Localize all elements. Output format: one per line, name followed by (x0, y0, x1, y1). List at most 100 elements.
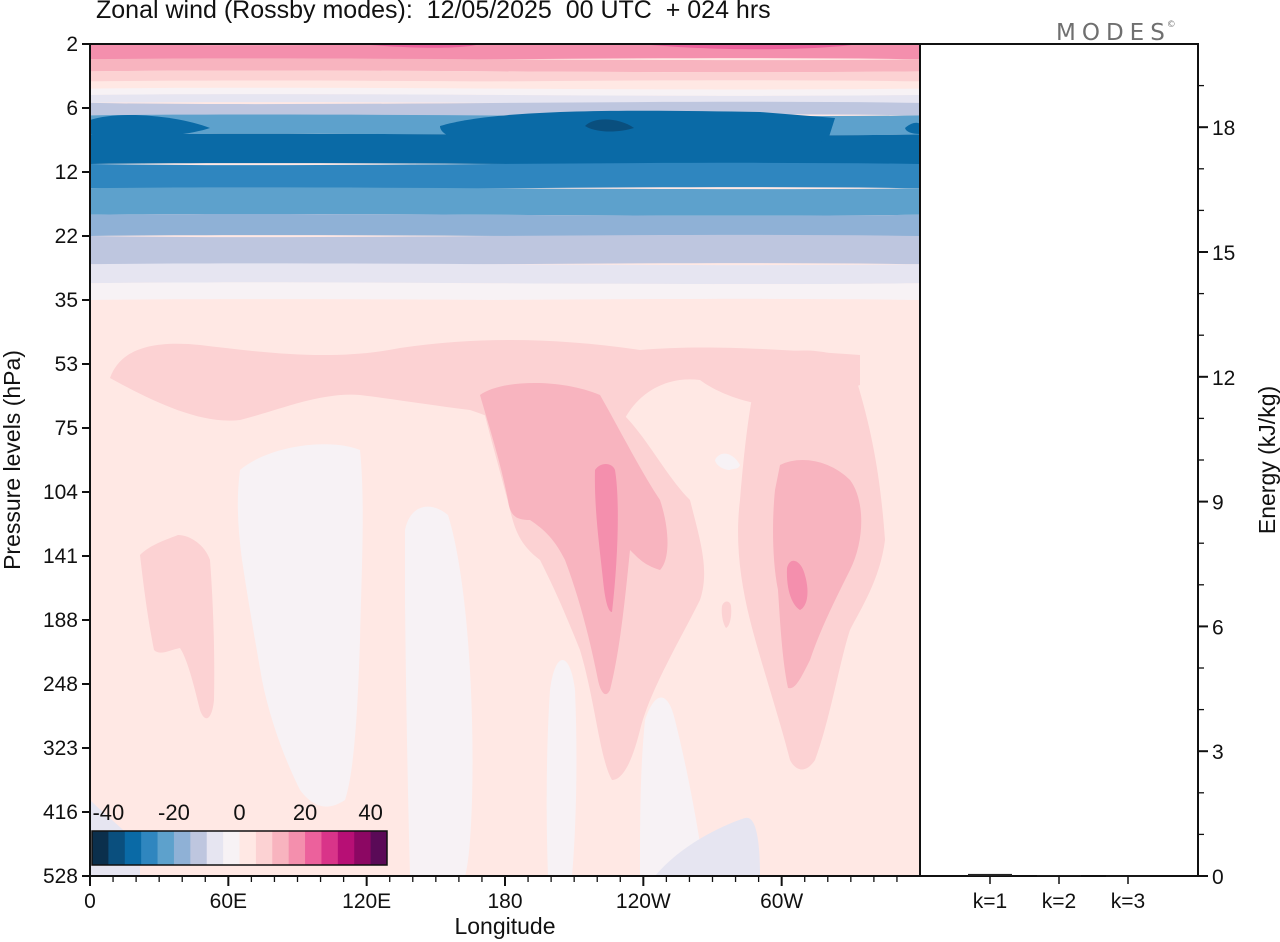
x-tick-label: 120W (616, 890, 671, 913)
y-tick-label: 2 (66, 33, 78, 56)
energy-bar-label: k=3 (1111, 890, 1145, 913)
contour-band (90, 213, 920, 237)
jet-105w-mid (480, 382, 668, 695)
colorbar-swatch (255, 831, 273, 865)
energy-tick-label: 0 (1212, 866, 1224, 889)
contour-band (90, 70, 920, 83)
easterly-core-mid (440, 110, 835, 156)
energy-panel-frame (919, 43, 1199, 877)
contour-band (90, 58, 920, 73)
logo-mark: © (1166, 20, 1176, 30)
colorbar-swatch (141, 831, 159, 865)
colorbar-tick-label: 40 (358, 800, 382, 825)
energy-bars: k=1 k=2 k=3 (968, 873, 1150, 913)
colorbar-swatch (354, 831, 372, 865)
colorbar-swatch (173, 831, 191, 865)
energy-bar (968, 873, 1012, 876)
y-tick-label: 416 (43, 801, 78, 824)
near-zero-patch-95e (237, 444, 363, 807)
colorbar-swatch (272, 831, 290, 865)
near-zero-patch-160w (546, 660, 577, 876)
energy-bar-label: k=2 (1042, 890, 1076, 913)
y-axis-title: Pressure levels (hPa) (0, 350, 25, 570)
colorbar: -40 -20 0 20 40 (91, 800, 388, 866)
y-tick-label: 35 (55, 289, 78, 312)
jet-65w-core (786, 560, 808, 610)
chart-title: Zonal wind (Rossby modes): 12/05/2025 00… (96, 0, 771, 24)
colorbar-swatch (239, 831, 257, 865)
colorbar-swatch (108, 831, 126, 865)
x-axis-title: Longitude (454, 913, 555, 939)
easterly-core-inner (585, 119, 634, 132)
y-tick-label: 141 (43, 545, 78, 568)
pressure-axis: 2 6 12 22 35 53 75 104 141 188 248 323 416 528 (43, 33, 90, 888)
easterly-core-right (905, 122, 920, 134)
energy-bar-label: k=1 (973, 890, 1007, 913)
energy-tick-label: 3 (1212, 741, 1224, 764)
contour-band (90, 234, 920, 266)
colorbar-swatch (223, 831, 240, 865)
x-tick-label: 0 (84, 890, 96, 913)
logo-text: MODES (1056, 20, 1171, 46)
x-tick-label: 60W (760, 890, 803, 913)
colorbar-swatch (337, 831, 355, 865)
x-tick-label: 60E (210, 890, 247, 913)
strat-westerly-max (640, 44, 860, 50)
jet-65w-mid (773, 460, 862, 689)
colorbar-swatch (157, 831, 175, 865)
westerly-left-patch (140, 535, 215, 719)
colorbar-swatch (370, 831, 388, 865)
x-tick-label: 120E (342, 890, 391, 913)
energy-bar (1037, 875, 1081, 877)
y-tick-label: 22 (55, 225, 78, 248)
contour-band (90, 298, 920, 322)
y-tick-label: 104 (43, 481, 78, 504)
colorbar-swatch (190, 831, 208, 865)
colorbar-swatch (206, 831, 224, 865)
y-tick-label: 323 (43, 737, 78, 760)
y-tick-label: 528 (43, 865, 78, 888)
y-tick-label: 248 (43, 673, 78, 696)
colorbar-swatch (305, 831, 322, 865)
contour-band (90, 94, 920, 104)
energy-axis: 0 3 6 9 12 15 18 (1198, 84, 1235, 889)
colorbar-tick-label: 20 (293, 800, 317, 825)
colorbar-tick-label: -20 (158, 800, 190, 825)
colorbar-swatch (92, 831, 109, 865)
jet-105w-core (594, 464, 618, 612)
modes-logo: MODES© (1056, 20, 1176, 46)
colorbar-tick-label: -40 (92, 800, 124, 825)
y-tick-label: 12 (55, 161, 78, 184)
contour-band (90, 162, 920, 190)
near-zero-patch-100w (640, 697, 705, 876)
energy-tick-label: 6 (1212, 616, 1224, 639)
contour-band (90, 187, 920, 216)
near-zero-patch-150e (405, 506, 473, 876)
easterly-patch-bottom (655, 817, 760, 876)
y-tick-label: 188 (43, 609, 78, 632)
colorbar-swatch (288, 831, 306, 865)
energy-tick-label: 15 (1212, 242, 1235, 265)
energy-tick-label: 12 (1212, 367, 1235, 390)
small-lobe-90w (721, 601, 732, 628)
small-patch-80w (715, 453, 740, 470)
contour-band (90, 282, 920, 301)
westerly-envelope (110, 339, 860, 570)
energy-tick-label: 18 (1212, 117, 1235, 140)
energy-tick-label: 9 (1212, 492, 1224, 515)
easterly-core-left (90, 114, 210, 138)
colorbar-frame (91, 830, 388, 866)
y-tick-label: 53 (55, 353, 78, 376)
colorbar-swatch (321, 831, 339, 865)
contour-features (90, 110, 920, 876)
contour-band (90, 80, 920, 90)
contour-band (90, 87, 920, 96)
x-tick-label: 180 (487, 890, 522, 913)
colorbar-swatch (124, 831, 142, 865)
y-tick-label: 75 (55, 417, 78, 440)
contour-band (90, 263, 920, 285)
colorbar-tick-label: 0 (233, 800, 245, 825)
y-tick-label: 6 (66, 97, 78, 120)
energy-axis-title: Energy (kJ/kg) (1254, 386, 1280, 534)
